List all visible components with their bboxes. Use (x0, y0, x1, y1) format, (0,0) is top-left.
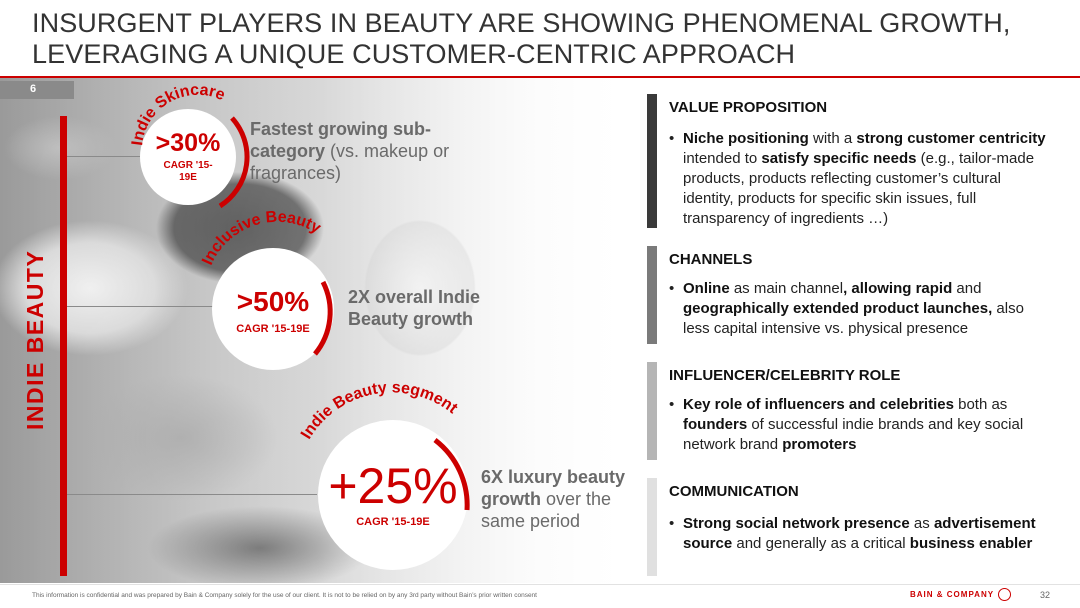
progress-arc (313, 280, 333, 356)
svg-text:Inclusive Beauty: Inclusive Beauty (199, 209, 324, 268)
section-heading: VALUE PROPOSITION (669, 99, 828, 116)
bold-text-run: satisfy specific needs (761, 150, 917, 167)
svg-text:Indie Skincare: Indie Skincare (129, 82, 227, 147)
connector-line-2 (67, 306, 217, 307)
indie-beauty-bar (60, 116, 67, 576)
kpi-description-bold: Fastest growing sub-category (250, 119, 432, 161)
text-run: and (952, 280, 982, 297)
bain-logo-icon (998, 588, 1011, 601)
footer-divider (0, 584, 1080, 585)
text-run: as (909, 515, 934, 532)
text-run: of successful indie brands and key socia… (683, 416, 1024, 453)
section-body: • Strong social network presence as adve… (669, 514, 1049, 554)
kpi-value: +25% (328, 458, 458, 514)
svg-text:Indie Beauty segment: Indie Beauty segment (298, 379, 461, 442)
bold-text-run: Key role of influencers and celebrities (683, 396, 954, 413)
bold-text-run: advertisement source (683, 515, 1036, 552)
kpi-cagr: CAGR '15-19E (236, 323, 310, 335)
text-run: as main channel (729, 280, 844, 297)
bold-text-run: Online (683, 280, 730, 297)
text-run: also less capital intensive vs. physical… (683, 300, 1024, 337)
text-run: (e.g., tailor-made products, products re… (683, 150, 1035, 227)
kpi-circle-indie-skincare: >30% CAGR '15- 19E (140, 109, 236, 205)
bold-text-run: Niche positioning (683, 130, 809, 147)
bold-text-run: strong customer centricity (856, 130, 1046, 147)
connector-line-3 (67, 494, 317, 495)
kpi-cagr-line-2: 19E (179, 172, 197, 183)
bold-text-run: founders (683, 416, 748, 433)
text-run: both as (953, 396, 1008, 413)
bullet-icon: • (669, 396, 675, 413)
kpi-cagr-line-1: CAGR '15- (163, 160, 213, 171)
kpi-value: >50% (236, 286, 310, 317)
section-text: Key role of influencers and celebrities … (669, 395, 1049, 455)
slide-title-line-1: INSURGENT PLAYERS IN BEAUTY ARE SHOWING … (32, 8, 1011, 38)
text-run: and generally as a critical (732, 535, 910, 552)
arc-indie-skincare: Indie Skincare (129, 82, 250, 209)
bain-logo-text: BAIN & COMPANY (910, 590, 995, 599)
section-value-proposition: VALUE PROPOSITION • Niche positioning wi… (647, 94, 1057, 228)
progress-arc (433, 438, 470, 511)
bold-text-run: Strong social network presence (683, 515, 910, 532)
section-influencer-celebrity-role: INFLUENCER/CELEBRITY ROLE • Key role of … (647, 362, 1057, 460)
bullet-icon: • (669, 280, 675, 297)
arc-indie-beauty-segment: Indie Beauty segment (298, 379, 470, 511)
kpi-description-rest: (vs. makeup or fragrances) (250, 141, 450, 183)
bold-text-run: business enabler (909, 535, 1033, 552)
arc-label: Indie Skincare (129, 82, 227, 147)
page-number: 32 (1040, 590, 1051, 600)
arc-label: Indie Beauty segment (298, 379, 461, 442)
kpi-cagr: CAGR '15-19E (356, 516, 430, 528)
title-divider (0, 76, 1080, 78)
section-color-bar (647, 246, 657, 344)
page-tag: 6 (0, 81, 74, 99)
indie-beauty-vertical-label: INDIE BEAUTY (22, 249, 48, 430)
arc-inclusive-beauty: Inclusive Beauty (199, 209, 333, 356)
bullet-icon: • (669, 515, 675, 532)
section-heading: INFLUENCER/CELEBRITY ROLE (669, 367, 901, 384)
bold-text-run: promoters (782, 436, 857, 453)
kpi-description-3: 6X luxury beauty growth over the same pe… (481, 466, 641, 532)
section-channels: CHANNELS • Online as main channel, allow… (647, 246, 1057, 344)
text-run: with a (808, 130, 857, 147)
connector-line-1 (67, 156, 145, 157)
bold-text-run: geographically extended product launches… (683, 300, 993, 317)
kpi-description-bold: 6X luxury beauty growth (481, 467, 626, 509)
section-color-bar (647, 94, 657, 228)
section-body: • Niche positioning with a strong custom… (669, 129, 1049, 229)
section-body: • Online as main channel, allowing rapid… (669, 279, 1049, 339)
section-color-bar (647, 478, 657, 576)
section-heading: COMMUNICATION (669, 483, 799, 500)
kpi-value: >30% (155, 129, 221, 157)
section-body: • Key role of influencers and celebritie… (669, 395, 1049, 455)
section-color-bar (647, 362, 657, 460)
section-heading: CHANNELS (669, 251, 753, 268)
slide-title: INSURGENT PLAYERS IN BEAUTY ARE SHOWING … (32, 8, 1052, 70)
section-text: Strong social network presence as advert… (669, 514, 1049, 554)
slide-title-line-2: LEVERAGING A UNIQUE CUSTOMER-CENTRIC APP… (32, 39, 796, 69)
confidentiality-note: This information is confidential and was… (32, 592, 537, 599)
arc-label: Inclusive Beauty (199, 209, 324, 268)
section-communication: COMMUNICATION • Strong social network pr… (647, 478, 1057, 576)
progress-arc (218, 116, 250, 209)
section-text: Online as main channel, allowing rapid a… (669, 279, 1049, 339)
kpi-description-rest: over the same period (481, 489, 612, 531)
text-run: intended to (683, 150, 762, 167)
section-text: Niche positioning with a strong customer… (669, 129, 1049, 229)
kpi-circle-inclusive-beauty: >50% CAGR '15-19E (212, 248, 334, 370)
kpi-description-2: 2X overall Indie Beauty growth (348, 286, 508, 330)
kpi-description-bold: 2X overall Indie Beauty growth (348, 287, 481, 329)
bold-text-run: , allowing rapid (843, 280, 953, 297)
kpi-description-1: Fastest growing sub-category (vs. makeup… (250, 118, 470, 184)
bullet-icon: • (669, 130, 675, 147)
